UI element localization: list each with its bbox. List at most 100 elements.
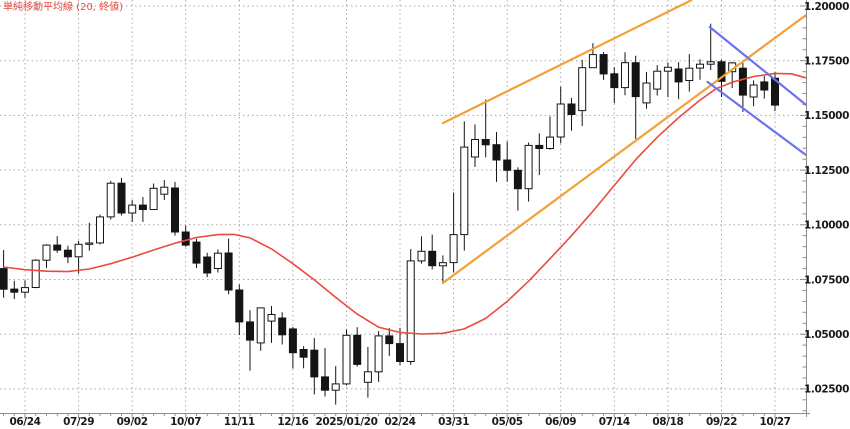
candle-01/20	[342, 329, 351, 386]
candle-09/16	[149, 183, 158, 211]
y-axis-labels: 1.20000 1.17500 1.15000 1.12500 1.10000 1.075…	[804, 1, 850, 396]
candle-10/13	[749, 80, 758, 107]
trendline-descending-channel-lower[interactable]	[706, 80, 808, 157]
y-axis-label: 1.17500	[804, 56, 849, 68]
candle-01/27	[353, 327, 362, 367]
candle-11/18	[246, 310, 254, 371]
candle-01/13	[331, 366, 340, 405]
candlestick-series[interactable]	[0, 23, 779, 405]
candle-07/29	[74, 240, 83, 274]
candle-04/21	[481, 99, 490, 158]
trendline-ascending-channel-upper[interactable]	[441, 0, 693, 125]
y-axis-label: 1.02500	[804, 384, 849, 396]
candle-08/18	[663, 62, 672, 98]
candle-07/28	[631, 55, 640, 139]
candle-04/28	[492, 132, 501, 182]
candle-05/26	[535, 133, 544, 176]
candle-08/11	[653, 65, 662, 96]
x-axis-label: 08/18	[652, 416, 683, 428]
candle-09/09	[138, 197, 147, 222]
candle-12/30	[310, 337, 319, 395]
candle-11/11	[235, 284, 244, 336]
candle-09/23	[160, 180, 169, 201]
candle-08/25	[674, 62, 683, 100]
x-axis-label: 03/31	[438, 416, 469, 428]
candle-06/16	[567, 97, 576, 131]
sma-line	[2, 72, 806, 335]
candle-12/23	[299, 346, 308, 369]
candle-05/19	[524, 142, 533, 202]
x-axis-label: 11/11	[224, 416, 255, 428]
x-axis-label: 09/22	[706, 416, 737, 428]
candle-05/05	[503, 141, 512, 182]
x-axis-label: 02/24	[384, 416, 415, 428]
x-axis-label: 10/07	[170, 416, 201, 428]
candle-03/17	[428, 234, 437, 270]
x-axis-label: 10/27	[759, 416, 790, 428]
x-axis-label: 09/02	[117, 416, 148, 428]
candle-11/25	[256, 307, 265, 351]
trendline-ascending-channel-lower[interactable]	[441, 13, 806, 285]
candle-10/28	[213, 249, 222, 273]
candle-05/12	[513, 167, 522, 211]
sma-legend-label: 単純移動平均線 (20, 終値)	[3, 2, 124, 13]
candle-08/19	[106, 180, 115, 220]
candle-11/04	[224, 238, 233, 295]
y-axis-label: 1.20000	[804, 1, 849, 13]
candle-09/01	[685, 54, 694, 92]
candle-07/08	[42, 244, 51, 269]
y-axis-label: 1.05000	[804, 329, 849, 341]
candle-10/06	[738, 62, 747, 112]
candle-06/23	[578, 59, 587, 127]
candle-10/20	[760, 76, 769, 99]
trendline-descending-channel-upper[interactable]	[708, 25, 806, 106]
candle-09/29	[728, 61, 737, 89]
x-axis-label: 06/24	[9, 416, 40, 428]
candle-10/21	[203, 252, 212, 278]
candle-06/02	[546, 116, 554, 150]
candle-06/10	[0, 250, 8, 298]
y-axis-label: 1.15000	[804, 110, 849, 122]
trendlines[interactable]	[441, 0, 808, 285]
candle-07/15	[53, 236, 62, 253]
candle-03/31	[449, 192, 458, 273]
candle-12/02	[267, 306, 276, 343]
axes	[0, 0, 810, 417]
candle-10/14	[192, 238, 201, 268]
candle-04/07	[460, 121, 469, 251]
y-axis-label: 1.10000	[804, 220, 849, 232]
candle-07/21	[621, 52, 629, 96]
candle-09/02	[128, 200, 137, 222]
candle-02/10	[374, 331, 383, 382]
candle-08/04	[642, 71, 651, 109]
candle-06/17	[10, 280, 19, 299]
x-axis-label: 12/16	[277, 416, 308, 428]
candle-03/03	[406, 249, 415, 365]
candle-08/12	[96, 214, 104, 245]
candle-08/05	[85, 222, 94, 251]
x-axis-label: 07/29	[63, 416, 94, 428]
candle-02/17	[385, 328, 394, 356]
candle-12/16	[288, 327, 297, 369]
candle-07/22	[63, 245, 72, 264]
x-axis-label: 2025/01/20	[315, 416, 377, 428]
candle-10/27	[771, 71, 779, 111]
x-axis-label: 05/05	[492, 416, 523, 428]
candle-04/14	[471, 124, 479, 167]
candle-07/07	[599, 52, 608, 80]
x-axis-labels: 06/24 07/29 09/02 10/07 11/11 12/16 2025/01/20…	[9, 416, 791, 428]
candle-07/01	[31, 259, 40, 289]
candle-09/15	[706, 23, 715, 71]
candle-02/24	[396, 327, 404, 365]
y-axis-label: 1.07500	[804, 274, 849, 286]
candle-09/30	[171, 181, 179, 236]
x-axis-label: 06/09	[545, 416, 576, 428]
x-axis-label: 07/14	[599, 416, 630, 428]
candle-07/14	[610, 67, 619, 104]
candle-02/03	[363, 346, 372, 398]
candle-03/10	[417, 236, 426, 264]
candle-06/24	[21, 280, 29, 298]
x-axis-ticks	[3, 413, 776, 419]
